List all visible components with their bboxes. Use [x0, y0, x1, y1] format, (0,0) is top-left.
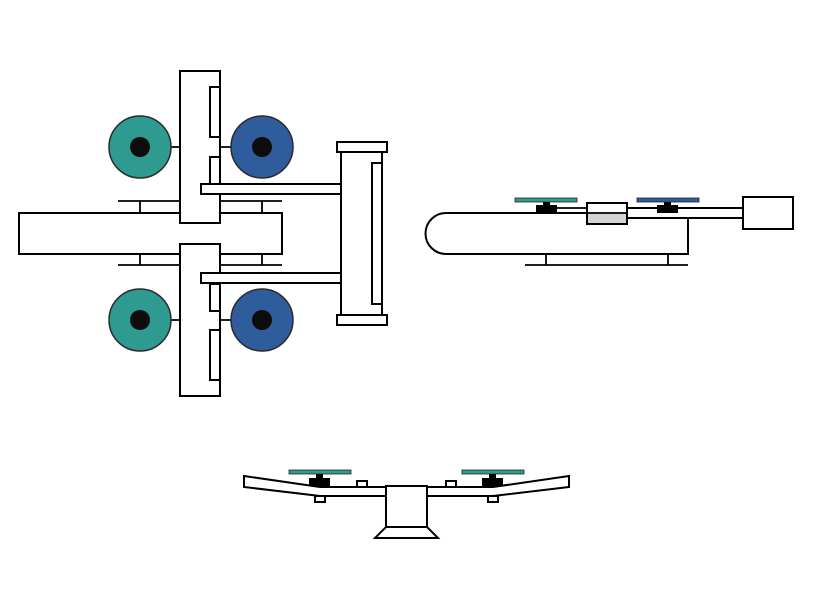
side-tail-fin [742, 196, 794, 230]
top-tail-cap-upper [336, 141, 388, 153]
rotor-bottom-right [230, 288, 294, 352]
side-motor-front-shaft [543, 200, 550, 206]
front-view [243, 469, 570, 539]
front-rotor-right [461, 469, 525, 475]
rotor-top-right [230, 115, 294, 179]
side-motor-rear [657, 205, 678, 213]
front-bump-right [445, 480, 457, 488]
front-fuselage [385, 485, 428, 528]
front-bump-left [356, 480, 368, 488]
side-motor-front [536, 205, 557, 213]
top-aileron-upper-b [209, 156, 221, 185]
top-boom-upper [200, 183, 363, 195]
top-aileron-lower-a [209, 283, 221, 312]
side-tail-boom [626, 207, 745, 219]
rotor-bottom-left [108, 288, 172, 352]
top-aileron-lower-b [209, 329, 221, 381]
side-motor-rear-shaft [664, 200, 671, 206]
top-aileron-upper-a [209, 86, 221, 138]
side-fuselage [424, 212, 689, 255]
front-motor-left [309, 478, 330, 486]
side-view [424, 196, 794, 266]
front-foot-left [314, 495, 326, 503]
side-rotor-front [514, 197, 578, 203]
front-foot-right [487, 495, 499, 503]
top-fuselage [18, 212, 283, 255]
front-motor-right [482, 478, 503, 486]
front-motor-left-shaft [316, 471, 323, 479]
front-base [372, 526, 441, 539]
front-motor-right-shaft [489, 471, 496, 479]
top-boom-lower [200, 272, 363, 284]
side-rotor-rear [636, 197, 700, 203]
top-elevator [371, 162, 383, 305]
side-payload-bottom [588, 213, 626, 223]
rotor-top-left [108, 115, 172, 179]
top-view [18, 70, 388, 397]
top-tail-cap-lower [336, 314, 388, 326]
top-wing-upper [179, 70, 221, 224]
front-rotor-left [288, 469, 352, 475]
